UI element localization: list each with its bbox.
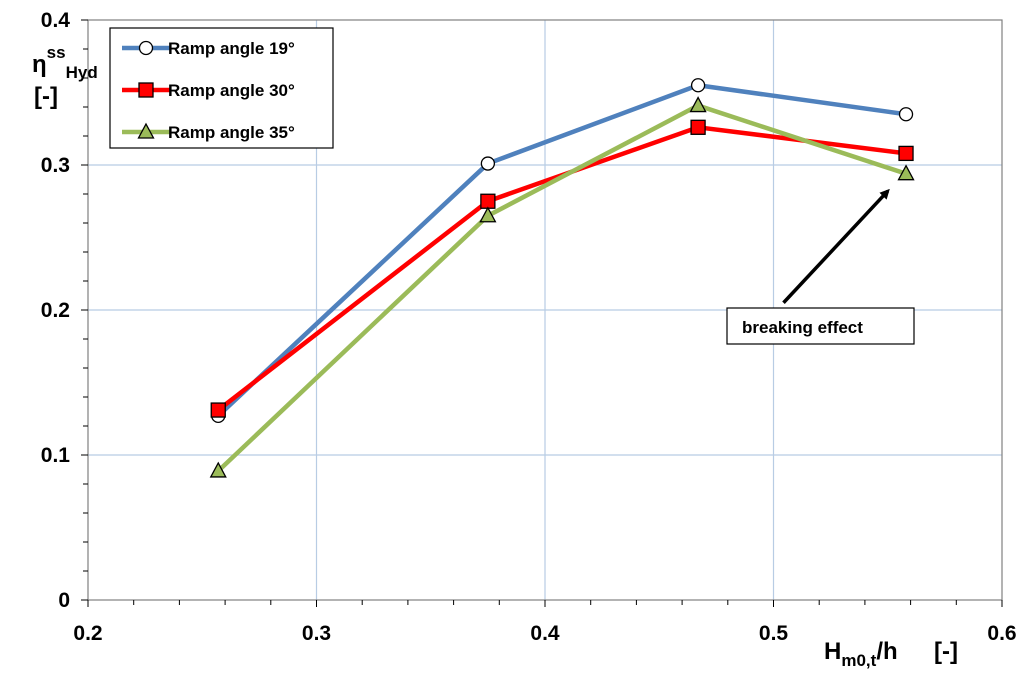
x-tick-label-3: 0.5	[759, 622, 789, 645]
y-label-sub: Hyd	[66, 63, 98, 82]
series-2-point-3	[897, 164, 915, 181]
series-0-point-1	[480, 156, 496, 171]
series-2	[209, 96, 915, 478]
series-2-point-0	[209, 461, 227, 478]
series-1-point-3	[898, 145, 914, 162]
series-1-point-1	[480, 193, 496, 209]
series-line-1	[216, 125, 907, 412]
series-0-point-3	[898, 107, 914, 122]
series-1-point-2	[690, 119, 706, 135]
x-label-main: H	[824, 638, 841, 665]
legend-label-2: Ramp angle 35°	[168, 123, 295, 142]
series-line-2	[216, 103, 907, 473]
legend-marker-1	[138, 82, 154, 98]
y-tick-label-2: 0.2	[41, 299, 70, 322]
y-tick-labels: 0 0.1 0.2 0.3 0.4	[41, 9, 71, 612]
legend-label-0: Ramp angle 19°	[168, 39, 295, 58]
legend-marker-2	[137, 122, 155, 139]
series-2-point-2	[689, 96, 707, 113]
y-tick-label-0: 0	[58, 589, 70, 612]
y-label-main: η	[32, 51, 47, 78]
series-1-point-0	[210, 402, 226, 418]
series-line-0	[216, 83, 907, 418]
svg-text:Hm0,t/h: Hm0,t/h	[824, 638, 898, 670]
annotation-arrow	[782, 188, 890, 304]
x-label-rest: /h	[876, 638, 897, 665]
x-tick-label-0: 0.2	[73, 622, 102, 645]
y-tick-label-1: 0.1	[41, 444, 71, 467]
svg-text:ηssHyd: ηssHyd	[32, 43, 98, 82]
x-tick-label-1: 0.3	[302, 622, 331, 645]
legend-entry-0: Ramp angle 19°	[122, 39, 295, 58]
y-tick-label-3: 0.3	[41, 154, 70, 177]
annotation-text: breaking effect	[742, 318, 863, 337]
axis-ticks	[81, 19, 1003, 607]
legend-marker-0	[138, 40, 154, 56]
series-0-point-2	[690, 78, 706, 93]
annotation-breaking-effect: breaking effect	[726, 188, 915, 345]
legend: Ramp angle 19° Ramp angle 30° Ramp angle 3…	[109, 27, 334, 149]
x-tick-label-2: 0.4	[530, 622, 560, 645]
series-2-point-1	[479, 206, 497, 223]
x-label-unit: [-]	[934, 638, 958, 665]
y-tick-label-4: 0.4	[41, 9, 71, 32]
annotation-box	[726, 307, 915, 345]
y-axis-label: ηssHyd [-]	[32, 43, 98, 110]
x-tick-label-4: 0.6	[987, 622, 1016, 645]
legend-entry-1: Ramp angle 30°	[122, 81, 295, 100]
x-axis-label: Hm0,t/h [-]	[824, 638, 958, 670]
x-tick-labels: 0.2 0.3 0.4 0.5 0.6	[73, 622, 1016, 645]
legend-label-1: Ramp angle 30°	[168, 81, 295, 100]
y-label-unit: [-]	[34, 83, 58, 110]
x-label-sub: m0,t	[841, 651, 876, 670]
y-label-sup: ss	[47, 43, 66, 62]
series-layer	[209, 78, 915, 478]
legend-entry-2: Ramp angle 35°	[122, 122, 295, 142]
